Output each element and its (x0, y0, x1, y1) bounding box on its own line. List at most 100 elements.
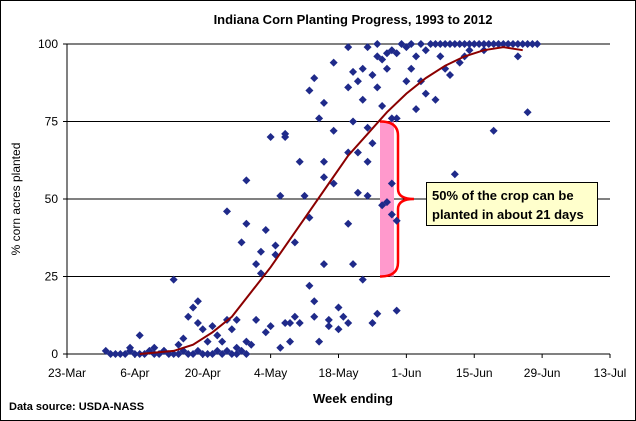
y-tick-labels: 0 25 50 75 100 (38, 37, 67, 361)
x-tick-labels: 23-Mar 6-Apr 20-Apr 4-May 18-May 1-Jun 15-Jun 2… (48, 354, 626, 380)
scatter-point (203, 350, 212, 358)
scatter-point (533, 40, 542, 48)
scatter-point (271, 241, 280, 250)
scatter-point (247, 340, 256, 349)
scatter-point (523, 40, 532, 48)
scatter-point (334, 303, 343, 312)
scatter-point (290, 312, 299, 321)
scatter-point (266, 322, 275, 331)
scatter-point (305, 281, 314, 290)
scatter-point (111, 350, 120, 358)
x-tick-label: 13-Jul (594, 366, 627, 380)
scatter-point (281, 129, 290, 138)
scatter-point (368, 139, 377, 148)
scatter-point (378, 102, 387, 110)
scatter-point (232, 315, 241, 324)
scatter-point (208, 322, 217, 331)
scatter-point (193, 319, 202, 327)
scatter-point (382, 64, 391, 73)
scatter-point (310, 297, 319, 306)
scatter-point (315, 114, 324, 123)
scatter-point (242, 350, 251, 358)
scatter-point (460, 40, 469, 48)
scatter-point (344, 219, 353, 228)
scatter-point (300, 191, 309, 200)
scatter-point (489, 40, 498, 48)
x-tick-label: 4-May (254, 366, 287, 380)
scatter-point (198, 350, 207, 358)
scatter-point (242, 219, 251, 228)
scatter-point (189, 303, 198, 312)
scatter-point (252, 260, 261, 269)
chart-title: Indiana Corn Planting Progress, 1993 to … (214, 12, 493, 27)
scatter-point (363, 123, 372, 132)
y-tick-label: 75 (45, 115, 59, 129)
scatter-point (135, 331, 144, 340)
annotation-line-2: planted in about 21 days (432, 207, 584, 222)
scatter-point (305, 86, 314, 95)
scatter-point (252, 315, 261, 324)
scatter-point (310, 74, 319, 83)
scatter-point (184, 350, 193, 358)
scatter-point (407, 64, 416, 73)
scatter-point (130, 350, 139, 358)
scatter-point (363, 157, 372, 166)
scatter-point (382, 198, 391, 207)
scatter-point (446, 71, 455, 79)
scatter-point (169, 275, 178, 284)
scatter-point (218, 337, 227, 346)
scatter-point (513, 52, 522, 61)
scatter-point (344, 319, 353, 327)
y-tick-label: 100 (38, 37, 58, 51)
scatter-point (373, 309, 382, 318)
annotation-line-1: 50% of the crop can be (432, 188, 574, 203)
scatter-point (387, 179, 396, 188)
scatter-point (509, 40, 518, 48)
x-tick-label: 23-Mar (48, 366, 86, 380)
scatter-point (489, 126, 498, 135)
scatter-point (450, 170, 459, 179)
scatter-point (319, 173, 328, 182)
scatter-point (373, 83, 382, 92)
scatter-point (402, 77, 411, 86)
y-axis-label: % corn acres planted (9, 143, 23, 256)
y-tick-label: 25 (45, 270, 59, 284)
scatter-point (179, 334, 188, 343)
scatter-point (528, 40, 537, 48)
scatter-point (368, 319, 377, 327)
scatter-point (106, 350, 115, 358)
scatter-point (184, 312, 193, 321)
x-axis-label: Week ending (313, 391, 393, 406)
scatter-point (319, 157, 328, 166)
scatter-point (319, 98, 328, 107)
scatter-point (319, 260, 328, 269)
scatter-points (101, 40, 542, 358)
scatter-point (523, 108, 532, 117)
scatter-point (518, 40, 527, 48)
scatter-point (290, 238, 299, 247)
bracket-line (379, 120, 415, 278)
scatter-point (421, 46, 430, 55)
scatter-point (315, 337, 324, 346)
scatter-point (334, 325, 343, 334)
scatter-point (436, 52, 445, 61)
scatter-point (392, 49, 401, 58)
scatter-point (436, 40, 445, 48)
scatter-point (339, 312, 348, 321)
scatter-point (295, 157, 304, 166)
scatter-point (465, 46, 474, 55)
x-tick-label: 20-Apr (185, 366, 221, 380)
scatter-point (455, 40, 464, 48)
scatter-point (353, 188, 362, 197)
scatter-point (324, 315, 333, 324)
scatter-point (412, 105, 421, 114)
scatter-point (378, 55, 387, 64)
scatter-point (261, 328, 270, 337)
scatter-point (407, 40, 416, 48)
x-tick-label: 18-May (318, 366, 358, 380)
scatter-point (426, 40, 435, 48)
scatter-point (499, 40, 508, 48)
scatter-point (349, 67, 358, 76)
scatter-point (392, 114, 401, 123)
